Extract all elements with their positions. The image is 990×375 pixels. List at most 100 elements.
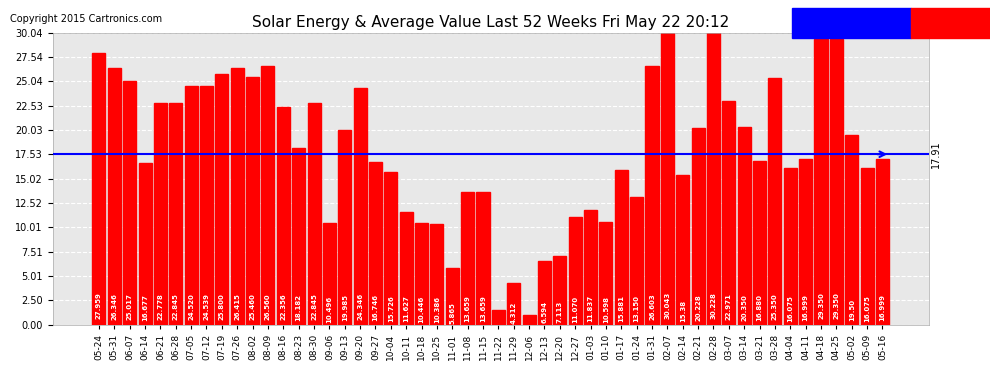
Bar <box>169 102 182 325</box>
Bar <box>492 310 505 325</box>
Text: Daily  ($): Daily ($) <box>914 20 964 29</box>
Bar <box>799 159 812 325</box>
Text: 18.182: 18.182 <box>296 294 302 321</box>
Bar <box>630 197 644 325</box>
Text: 5.865: 5.865 <box>449 302 455 324</box>
Text: 16.880: 16.880 <box>756 294 762 321</box>
Bar <box>645 66 658 325</box>
Text: 16.075: 16.075 <box>864 295 870 322</box>
Bar <box>339 130 351 325</box>
Text: 13.150: 13.150 <box>634 295 640 322</box>
Text: 16.999: 16.999 <box>803 294 809 321</box>
Text: 26.415: 26.415 <box>235 293 241 320</box>
Text: 22.356: 22.356 <box>280 294 286 320</box>
Bar <box>830 39 842 325</box>
Text: 29.350: 29.350 <box>834 292 840 319</box>
Bar <box>384 172 397 325</box>
Text: 24.520: 24.520 <box>188 293 194 320</box>
Bar <box>139 162 151 325</box>
Bar <box>231 68 244 325</box>
Text: 27.959: 27.959 <box>96 292 102 319</box>
Text: 20.350: 20.350 <box>742 294 747 321</box>
Text: 10.598: 10.598 <box>603 296 609 322</box>
Bar <box>707 31 720 325</box>
Bar <box>446 268 458 325</box>
Text: 20.228: 20.228 <box>695 294 701 321</box>
Bar <box>738 127 750 325</box>
Bar <box>599 222 613 325</box>
Bar <box>108 69 121 325</box>
Bar <box>261 66 274 325</box>
Text: 25.800: 25.800 <box>219 293 225 320</box>
Text: 13.659: 13.659 <box>464 295 470 322</box>
Text: 10.446: 10.446 <box>419 296 425 323</box>
Bar <box>753 160 766 325</box>
Text: 30.043: 30.043 <box>664 292 670 319</box>
Bar <box>123 81 137 325</box>
Bar <box>676 175 689 325</box>
Text: Copyright 2015 Cartronics.com: Copyright 2015 Cartronics.com <box>10 15 162 24</box>
Bar <box>153 103 167 325</box>
Bar <box>308 102 321 325</box>
Text: 10.386: 10.386 <box>434 296 440 323</box>
Text: 26.346: 26.346 <box>111 293 118 320</box>
Bar <box>507 283 521 325</box>
Bar <box>661 33 674 325</box>
Bar <box>431 224 444 325</box>
Text: 15.726: 15.726 <box>388 295 394 322</box>
Bar <box>584 210 597 325</box>
Bar <box>476 192 489 325</box>
Text: 25.017: 25.017 <box>127 293 133 320</box>
Text: 25.460: 25.460 <box>249 293 255 320</box>
Text: Average  ($): Average ($) <box>795 20 862 29</box>
Text: 11.627: 11.627 <box>403 296 409 322</box>
Bar <box>784 168 797 325</box>
Bar <box>538 261 551 325</box>
Bar <box>615 170 628 325</box>
Text: 22.778: 22.778 <box>157 293 163 320</box>
Text: 22.845: 22.845 <box>173 293 179 320</box>
Bar <box>369 162 382 325</box>
Bar <box>247 77 259 325</box>
Bar <box>292 148 305 325</box>
Text: 11.070: 11.070 <box>572 296 578 322</box>
Text: 17.91: 17.91 <box>931 140 940 168</box>
Bar <box>860 168 873 325</box>
Text: 24.346: 24.346 <box>357 293 363 320</box>
Bar <box>553 255 566 325</box>
Text: 11.837: 11.837 <box>587 295 594 322</box>
Bar <box>353 88 366 325</box>
Bar <box>277 107 290 325</box>
Text: 22.845: 22.845 <box>311 293 317 320</box>
Bar <box>184 86 198 325</box>
Bar <box>523 315 536 325</box>
Title: Solar Energy & Average Value Last 52 Weeks Fri May 22 20:12: Solar Energy & Average Value Last 52 Wee… <box>252 15 730 30</box>
Bar <box>415 223 428 325</box>
Text: 19.50: 19.50 <box>848 299 854 321</box>
Bar <box>461 192 474 325</box>
Text: 15.38: 15.38 <box>680 300 686 322</box>
Text: 26.560: 26.560 <box>265 293 271 320</box>
Bar <box>845 135 858 325</box>
Text: 13.659: 13.659 <box>480 295 486 322</box>
Text: 29.350: 29.350 <box>818 292 824 319</box>
Text: 10.496: 10.496 <box>327 296 333 322</box>
Text: 16.999: 16.999 <box>879 294 885 321</box>
Text: 16.677: 16.677 <box>142 295 148 321</box>
Bar <box>568 217 582 325</box>
Text: 4.312: 4.312 <box>511 302 517 324</box>
Bar <box>876 159 889 325</box>
Text: 25.350: 25.350 <box>772 293 778 320</box>
Bar <box>216 74 229 325</box>
Text: 15.881: 15.881 <box>619 295 625 322</box>
Bar <box>768 78 781 325</box>
Bar <box>92 53 106 325</box>
Text: 7.113: 7.113 <box>556 301 563 323</box>
Text: 26.603: 26.603 <box>649 293 655 320</box>
Text: 30.228: 30.228 <box>711 292 717 319</box>
Bar <box>723 101 736 325</box>
Text: 22.971: 22.971 <box>726 293 732 320</box>
Text: 19.985: 19.985 <box>342 294 347 321</box>
Bar <box>692 128 705 325</box>
Text: 6.594: 6.594 <box>542 302 547 324</box>
